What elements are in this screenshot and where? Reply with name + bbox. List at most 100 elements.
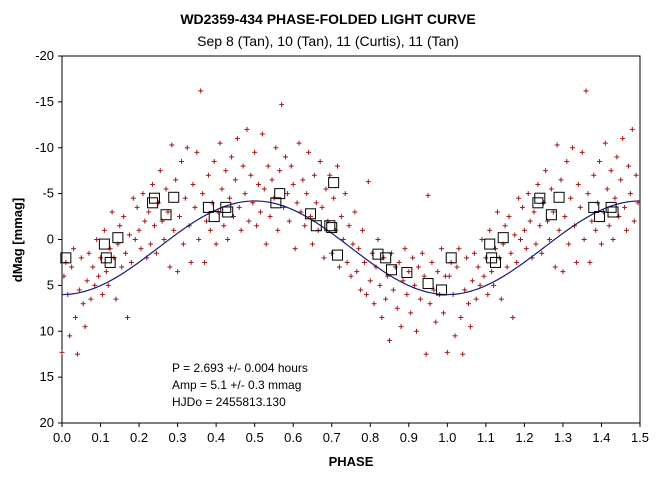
data-point-plus [570,145,576,151]
data-point-plus [404,292,410,298]
data-point-plus [466,301,472,307]
binned-point-square [401,267,413,279]
data-point-plus [346,223,352,229]
binned-point-square [436,284,448,296]
data-point-plus [425,192,431,198]
binned-point-square [385,264,397,276]
data-point-plus [624,227,630,233]
data-point-plus [514,259,520,265]
data-point-plus [94,237,100,242]
data-point-plus [508,250,514,256]
binned-point-square [202,201,214,213]
data-point-plus [375,237,381,242]
x-tick-label: 0.9 [400,430,418,445]
data-point-plus [377,282,383,288]
data-point-plus [151,223,157,229]
data-point-plus [577,204,583,210]
binned-point-square [445,252,457,264]
data-point-plus [192,204,198,210]
x-tick-label: 0.7 [323,430,341,445]
data-point-plus [546,237,552,242]
data-point-plus [308,214,314,220]
data-point-plus [273,145,279,151]
data-point-plus [410,255,416,261]
data-point-plus [360,227,366,233]
binned-point-square [148,192,160,204]
data-point-plus [444,349,450,355]
data-point-plus [498,296,504,302]
data-point-plus [254,223,260,229]
data-point-plus [123,250,129,256]
data-point-plus [99,292,105,298]
data-point-plus [585,191,591,197]
data-point-plus [263,241,269,247]
data-point-plus [182,195,188,201]
data-point-plus [294,200,300,206]
data-point-plus [204,218,209,224]
data-point-plus [207,227,213,233]
data-point-plus [614,154,620,160]
data-point-plus [597,159,603,165]
data-point-plus [573,259,579,265]
binned-point-square [160,209,172,221]
data-point-plus [311,172,317,178]
data-point-plus [519,204,525,210]
data-point-plus [240,163,246,169]
data-point-plus [177,214,183,220]
data-point-plus [381,255,387,261]
data-point-plus [84,278,90,284]
data-point-plus [402,246,408,252]
data-point-plus [223,168,229,174]
data-point-plus [510,314,516,320]
data-point-plus [198,88,204,94]
binned-point-square [332,249,344,261]
data-point-plus [350,241,356,247]
data-point-plus [232,177,238,183]
data-point-plus [261,186,267,192]
y-axis: -20 -15 -10 -5 0 5 10 15 20 [35,48,62,430]
data-point-plus [196,237,202,242]
data-point-plus [227,195,233,201]
data-point-plus [338,214,344,220]
data-point-plus [412,282,418,288]
data-point-plus [462,287,468,293]
data-point-plus [259,131,265,137]
binned-point-square [328,177,340,189]
data-point-plus [581,237,587,242]
data-point-plus [473,296,479,302]
x-tick-label: 0.6 [284,430,302,445]
data-point-plus [417,296,423,302]
data-point-plus [471,250,477,256]
data-point-plus [387,337,393,343]
data-point-plus [446,273,452,279]
data-point-plus [390,287,396,293]
y-tick-label: 20 [40,415,54,430]
data-point-plus [59,349,65,355]
data-point-plus [300,177,306,183]
y-tick-label: 15 [40,369,54,384]
chart-title: WD2359-434 PHASE-FOLDED LIGHT CURVE [180,11,475,27]
data-point-plus [627,191,633,197]
data-point-plus [134,204,140,210]
data-point-plus [579,149,585,155]
x-tick-label: 0.5 [246,430,264,445]
data-point-plus [421,273,427,279]
y-tick-label: 10 [40,323,54,338]
binned-point-square [588,201,600,213]
data-point-plus [92,282,98,288]
binned-point-square [274,188,286,200]
binned-point-square [422,278,434,290]
data-point-plus [475,264,481,270]
data-point-plus [622,204,628,210]
data-point-plus [323,186,329,192]
data-point-plus [319,204,325,210]
data-point-plus [523,246,529,252]
data-point-plus [136,227,142,233]
data-point-plus [180,241,186,247]
data-point-plus [440,310,446,316]
data-point-plus [138,246,144,252]
y-tick-label: 0 [47,232,54,247]
data-point-plus [483,255,489,261]
data-point-plus [494,209,500,215]
period-annotation: P = 2.693 +/- 0.004 hours [172,361,308,375]
